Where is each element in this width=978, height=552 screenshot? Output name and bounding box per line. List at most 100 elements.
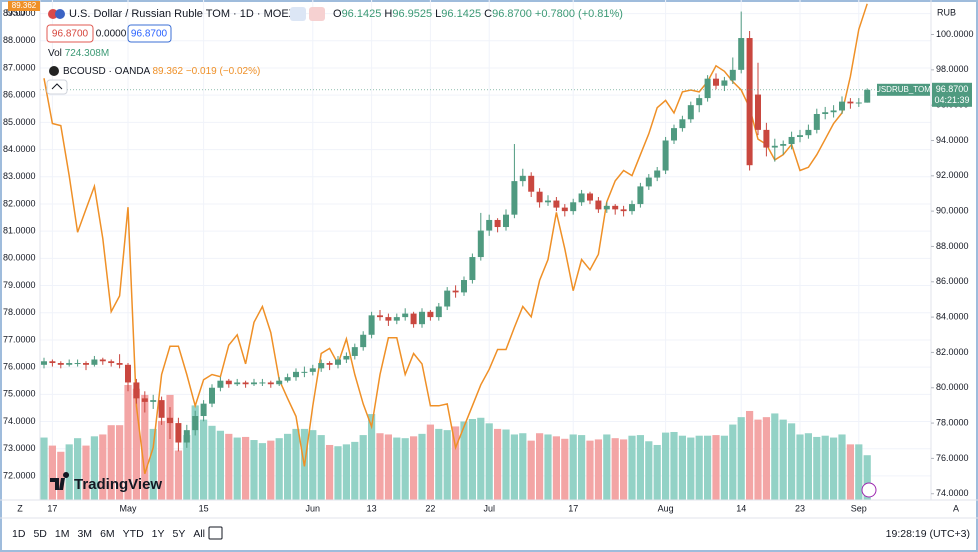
volume-bar: [216, 430, 224, 500]
ohlc-key: O: [333, 8, 342, 20]
bco-icon: [49, 66, 59, 76]
range-button[interactable]: 3M: [77, 528, 92, 540]
candle-body: [393, 317, 400, 321]
volume-bar: [754, 419, 762, 500]
range-button[interactable]: 6M: [100, 528, 115, 540]
volume-bar: [569, 434, 577, 500]
candle-body: [74, 363, 81, 365]
volume-bar: [552, 436, 560, 500]
candle-body: [108, 361, 115, 364]
x-tick-label: Aug: [658, 503, 674, 513]
y-tick-label: 78.0000: [3, 307, 36, 317]
flag-icon: [55, 9, 65, 19]
events-icon[interactable]: [861, 482, 877, 498]
range-button[interactable]: 1Y: [152, 528, 165, 540]
volume-bar: [368, 414, 376, 500]
y2-tick-label: 92.0000: [936, 170, 969, 180]
y-tick-label: 87.0000: [3, 62, 36, 72]
eye-button[interactable]: [290, 7, 306, 21]
buy-button[interactable]: [127, 24, 172, 43]
clock: 19:28:19 (UTC+3): [886, 528, 970, 540]
collapse-button[interactable]: [46, 79, 68, 95]
range-button[interactable]: All: [193, 528, 205, 540]
volume-legend: Vol 724.308M: [48, 48, 109, 59]
auto-scale-button[interactable]: A: [953, 503, 959, 513]
volume-bar: [846, 444, 854, 500]
candle-body: [536, 191, 543, 203]
volume-bar: [334, 446, 342, 500]
volume-bar: [65, 444, 73, 500]
calendar-button[interactable]: [208, 526, 223, 540]
candle-body: [385, 317, 392, 321]
candle-body: [662, 140, 669, 171]
candle-body: [570, 202, 577, 212]
signal-button[interactable]: [309, 7, 325, 21]
candle-body: [629, 204, 635, 212]
volume-bar: [519, 433, 527, 500]
candle-body: [645, 177, 652, 187]
x-tick-label: Jun: [306, 503, 321, 513]
range-button[interactable]: 1M: [55, 528, 70, 540]
range-button[interactable]: 5Y: [173, 528, 186, 540]
price-tag-label: 96.8700: [936, 84, 969, 94]
volume-bar: [544, 434, 552, 500]
candle-body: [150, 400, 157, 402]
volume-value: 724.308M: [65, 48, 109, 59]
volume-bar: [813, 436, 821, 500]
candle-body: [763, 129, 770, 148]
volume-bar: [393, 437, 401, 500]
line-price-tag: [8, 1, 40, 11]
candle-body: [654, 170, 661, 178]
symbol-title[interactable]: U.S. Dollar / Russian Ruble TOM · 1D · M…: [69, 8, 297, 20]
series-tag: [877, 83, 930, 96]
spread: 0.0000: [96, 29, 127, 40]
countdown-label: 04:21:39: [934, 95, 969, 105]
candle-body: [116, 363, 123, 365]
candle-body: [545, 200, 551, 203]
candle-body: [57, 363, 64, 365]
volume-bar: [485, 423, 493, 500]
volume-bar: [536, 433, 544, 500]
candle-body: [494, 219, 501, 228]
candle-body: [721, 80, 728, 86]
y-tick-label: 85.0000: [3, 117, 36, 127]
line-price-tag-label: 89.362: [12, 1, 37, 10]
sell-button[interactable]: [46, 24, 94, 43]
candle-body: [91, 359, 98, 365]
candle-body: [343, 355, 350, 360]
candle-body: [192, 416, 199, 431]
candle-body: [225, 380, 232, 385]
range-button[interactable]: YTD: [123, 528, 144, 540]
candle-body: [301, 371, 308, 373]
candle-body: [704, 78, 711, 99]
price-tag: [932, 82, 972, 107]
volume-bar: [40, 437, 48, 500]
volume-bar: [309, 430, 317, 500]
candle-body: [603, 205, 610, 210]
range-button[interactable]: 5D: [33, 528, 47, 540]
volume-bar: [326, 444, 334, 500]
volume-bar: [351, 441, 359, 500]
range-button[interactable]: 1D: [12, 528, 26, 540]
candle-body: [830, 110, 837, 113]
volume-bar: [662, 432, 670, 500]
volume-bar: [267, 440, 275, 500]
volume-bar: [687, 437, 695, 500]
candle-body: [49, 361, 56, 364]
bco-change: −0.019 (−0.02%): [186, 66, 261, 77]
volume-bar: [594, 439, 602, 500]
candle-body: [175, 423, 182, 443]
volume-bar: [821, 435, 829, 500]
candle-body: [771, 145, 778, 148]
volume-bar: [746, 410, 754, 500]
candle-body: [503, 214, 509, 228]
candle-body: [318, 363, 325, 369]
candle-body: [368, 315, 375, 335]
volume-bar: [586, 440, 594, 500]
candle-body: [242, 382, 249, 385]
candle-body: [234, 382, 241, 385]
zoom-button[interactable]: Z: [17, 503, 23, 513]
y-tick-label: 74.0000: [3, 416, 36, 426]
ohlc-value: 96.1425: [342, 8, 382, 20]
volume-bar: [359, 435, 367, 500]
